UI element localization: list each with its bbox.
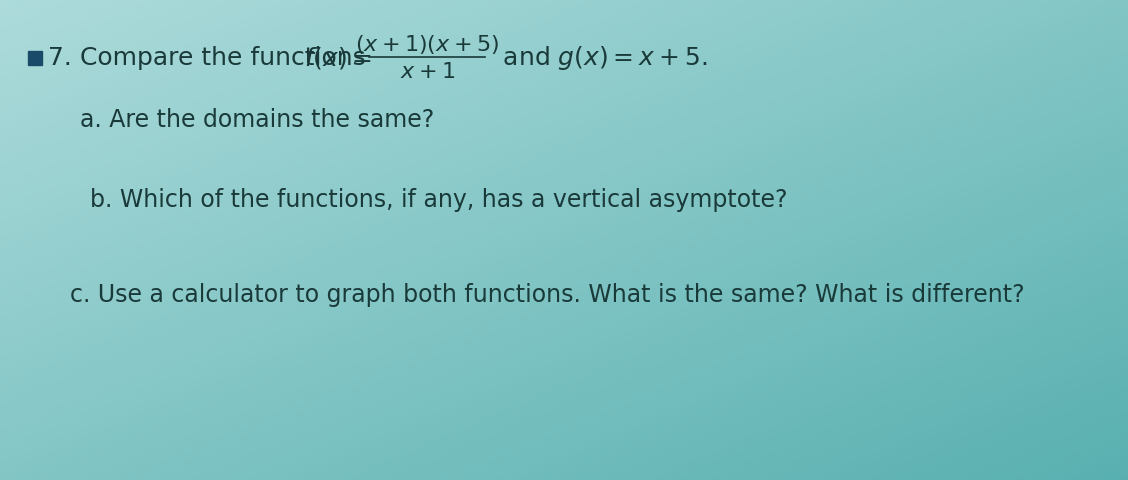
Text: $x+1$: $x+1$ (399, 62, 455, 82)
Text: 7.: 7. (49, 46, 72, 70)
Text: c. Use a calculator to graph both functions. What is the same? What is different: c. Use a calculator to graph both functi… (70, 283, 1024, 307)
Text: a. Are the domains the same?: a. Are the domains the same? (80, 108, 434, 132)
Text: $f(x)=$: $f(x)=$ (305, 45, 372, 71)
Text: Compare the functions: Compare the functions (80, 46, 373, 70)
Text: b. Which of the functions, if any, has a vertical asymptote?: b. Which of the functions, if any, has a… (90, 188, 787, 212)
Text: $(x+1)(x+5)$: $(x+1)(x+5)$ (355, 33, 500, 56)
FancyBboxPatch shape (28, 51, 42, 65)
Text: and $g(x)=x+5.$: and $g(x)=x+5.$ (495, 44, 708, 72)
